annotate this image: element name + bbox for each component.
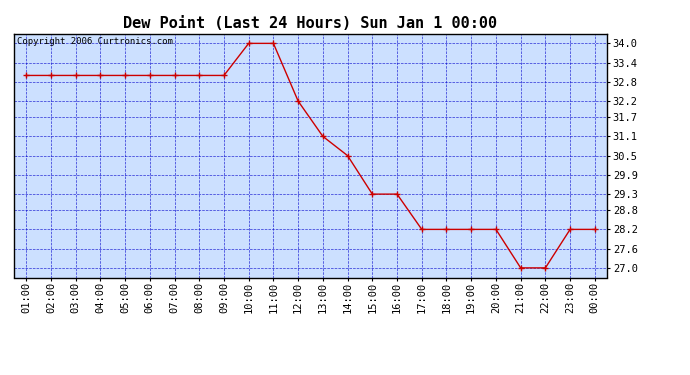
Text: Copyright 2006 Curtronics.com: Copyright 2006 Curtronics.com [17,38,172,46]
Title: Dew Point (Last 24 Hours) Sun Jan 1 00:00: Dew Point (Last 24 Hours) Sun Jan 1 00:0… [124,16,497,31]
